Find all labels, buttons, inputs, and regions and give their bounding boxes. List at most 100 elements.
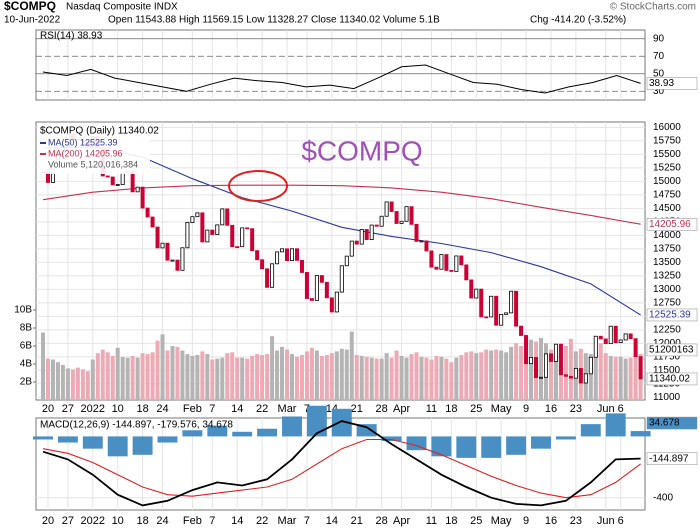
y-tick-label: 50	[653, 68, 665, 79]
x-tick-label: 11	[426, 403, 437, 415]
volume-tick-label: 2B	[20, 377, 33, 388]
ma-tag: 12525.39	[649, 310, 691, 321]
volume-bar	[588, 354, 593, 400]
candle	[289, 248, 294, 262]
x-tick-label: Mar	[278, 515, 297, 527]
x-tick-label: 23	[570, 403, 582, 415]
x-tick-label: 20	[42, 515, 54, 527]
candle	[563, 374, 568, 377]
y-tick-label: 12750	[653, 297, 681, 308]
volume-bar	[593, 355, 598, 400]
candle	[145, 207, 150, 218]
x-tick-label: 27	[62, 403, 74, 415]
volume-bar	[75, 367, 80, 400]
ohlc: Open 11543.88 High 11569.15 Low 11328.27…	[108, 15, 440, 26]
candle	[319, 275, 324, 283]
candle	[618, 339, 623, 344]
x-tick-label: 24	[156, 403, 168, 415]
copyright: © StockCharts.com	[610, 2, 696, 13]
volume-bar	[374, 358, 379, 400]
candle	[638, 356, 643, 380]
volume-bar	[220, 357, 225, 400]
line	[42, 64, 641, 94]
volume-bar	[255, 354, 260, 400]
candle	[633, 338, 638, 357]
volume-bar	[479, 352, 484, 400]
volume-bar	[419, 356, 424, 400]
volume-bar	[65, 368, 70, 400]
volume-bar	[489, 350, 494, 400]
candle	[404, 206, 409, 222]
volume-bar	[469, 351, 474, 400]
candle	[504, 312, 509, 315]
legend-entry: MA(200) 14205.96	[48, 148, 123, 158]
candle	[195, 212, 200, 218]
y-tick-label: 15500	[653, 149, 681, 160]
histogram-tag: 34.678	[649, 418, 680, 429]
candle	[185, 222, 190, 249]
histogram-bar	[456, 436, 477, 458]
y-tick-label: 14000	[653, 230, 681, 241]
volume-bar	[499, 350, 504, 400]
volume-bar	[190, 355, 195, 400]
volume-bar	[265, 354, 270, 400]
volume-bar	[394, 350, 399, 400]
volume-bar	[165, 350, 170, 400]
volume-bar	[175, 346, 180, 400]
x-tick-label: Jun	[597, 403, 615, 415]
volume-bar	[359, 355, 364, 400]
volume-bar	[379, 358, 384, 400]
volume-bar	[240, 357, 245, 400]
change: Chg -414.20 (-3.52%)	[530, 15, 626, 26]
x-tick-label: Apr	[393, 403, 410, 415]
candle	[449, 269, 454, 272]
x-tick-label: 21	[351, 515, 363, 527]
x-tick-label: 10	[112, 403, 124, 415]
y-tick-label: -400	[653, 492, 673, 503]
y-tick-label: 11000	[653, 392, 681, 403]
histogram-bar	[431, 436, 452, 457]
macd-tag: -144.897	[649, 453, 689, 464]
candle	[329, 297, 334, 313]
candle	[494, 295, 499, 326]
volume-bar	[95, 353, 100, 400]
histogram-bar	[531, 436, 551, 449]
volume-bar	[563, 346, 568, 400]
y-tick-label: 13500	[653, 257, 681, 268]
volume-bar	[41, 332, 45, 400]
x-tick-label: 22	[256, 403, 268, 415]
volume-bar	[449, 362, 454, 400]
volume-bar	[314, 350, 319, 400]
volume-bar	[304, 351, 309, 400]
volume-bar	[125, 357, 130, 400]
x-tick-label: 9	[523, 515, 529, 527]
x-tick-label: 21	[351, 403, 363, 415]
volume-bar	[280, 346, 285, 400]
histogram-bar	[630, 431, 651, 437]
candle	[344, 255, 349, 267]
candle	[429, 250, 434, 268]
histogram-bar	[506, 436, 527, 455]
candle	[534, 357, 539, 378]
candle	[210, 229, 215, 235]
volume-bar	[260, 355, 265, 400]
y-tick-label: 14750	[653, 190, 681, 201]
histogram-bar	[57, 436, 78, 443]
x-tick-label: Apr	[393, 515, 410, 527]
candle	[414, 223, 419, 242]
candle	[529, 357, 534, 365]
volume-bar	[185, 354, 190, 400]
candle	[573, 368, 578, 379]
volume-bar	[429, 359, 434, 400]
x-tick-label: May	[491, 515, 512, 527]
candle	[399, 220, 404, 224]
legend-entry: Volume 5,120,016,384	[48, 159, 138, 169]
candle	[339, 265, 344, 293]
volume-bar	[539, 337, 543, 400]
candle	[369, 224, 374, 240]
x-tick-label: 7	[209, 403, 215, 415]
volume-bar	[160, 334, 165, 400]
volume-bar	[70, 369, 75, 400]
histogram-bar	[356, 424, 377, 437]
